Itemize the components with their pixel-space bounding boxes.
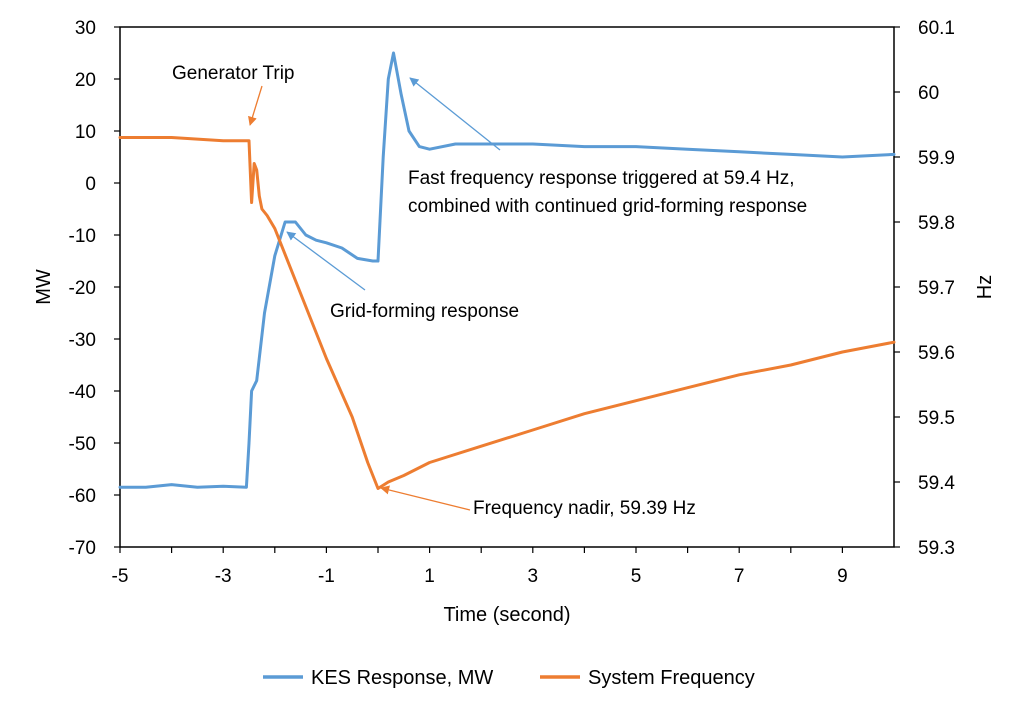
left-y-tick-label: 30 <box>75 18 96 39</box>
left-y-axis-title: MW <box>33 269 55 305</box>
right-y-axis-ticks: 60.1 60 59.9 59.8 59.7 59.6 59.5 59.4 59.3 <box>894 18 955 559</box>
right-y-tick-label: 59.3 <box>918 538 955 559</box>
annotation-grid-forming: Grid-forming response <box>330 301 519 322</box>
series-line-kes-response <box>118 51 896 489</box>
right-y-tick-label: 59.5 <box>918 408 955 429</box>
left-y-tick-label: 10 <box>75 122 96 143</box>
left-y-tick-label: -40 <box>69 382 96 403</box>
legend: KES Response, MW System Frequency <box>263 667 755 689</box>
legend-label-frequency: System Frequency <box>588 667 755 689</box>
series-line-system-frequency <box>118 136 896 490</box>
x-tick-label: -3 <box>215 566 232 587</box>
frequency-nadir-arrow <box>380 485 471 511</box>
x-axis-ticks: -5 -3 -1 1 3 5 7 9 <box>112 547 848 587</box>
annotation-fast-frequency-line1: Fast frequency response triggered at 59.… <box>408 168 795 189</box>
left-y-tick-label: -20 <box>69 278 96 299</box>
series-layer <box>118 51 896 490</box>
annotation-generator-trip: Generator Trip <box>172 63 295 84</box>
right-y-tick-label: 60.1 <box>918 18 955 39</box>
left-y-axis-ticks: 30 20 10 0 -10 -20 -30 -40 -50 -60 -70 <box>69 18 120 559</box>
x-tick-label: -1 <box>318 566 335 587</box>
left-y-tick-label: -60 <box>69 486 96 507</box>
right-y-tick-label: 59.4 <box>918 473 955 494</box>
plot-area <box>119 26 895 548</box>
x-tick-label: 7 <box>734 566 745 587</box>
fast-frequency-arrow <box>409 77 501 151</box>
left-y-tick-label: 20 <box>75 70 96 91</box>
right-y-tick-label: 60 <box>918 83 939 104</box>
left-y-tick-label: -10 <box>69 226 96 247</box>
x-tick-label: -5 <box>112 566 129 587</box>
legend-label-kes: KES Response, MW <box>311 667 493 689</box>
x-tick-label: 3 <box>528 566 539 587</box>
generator-trip-arrow <box>248 85 263 126</box>
right-y-tick-label: 59.7 <box>918 278 955 299</box>
left-y-tick-label: 0 <box>85 174 96 195</box>
left-y-tick-label: -50 <box>69 434 96 455</box>
right-y-tick-label: 59.6 <box>918 343 955 364</box>
x-tick-label: 9 <box>837 566 848 587</box>
right-y-tick-label: 59.9 <box>918 148 955 169</box>
x-axis-title: Time (second) <box>443 604 570 626</box>
grid-forming-arrow <box>286 231 366 291</box>
x-tick-label: 1 <box>424 566 435 587</box>
annotations: Generator Trip Grid-forming response Fas… <box>172 63 807 519</box>
right-y-tick-label: 59.8 <box>918 213 955 234</box>
annotation-frequency-nadir: Frequency nadir, 59.39 Hz <box>473 498 696 519</box>
left-y-tick-label: -70 <box>69 538 96 559</box>
left-y-tick-label: -30 <box>69 330 96 351</box>
right-y-axis-title: Hz <box>974 275 996 299</box>
x-tick-label: 5 <box>631 566 642 587</box>
annotation-fast-frequency-line2: combined with continued grid-forming res… <box>408 196 807 217</box>
